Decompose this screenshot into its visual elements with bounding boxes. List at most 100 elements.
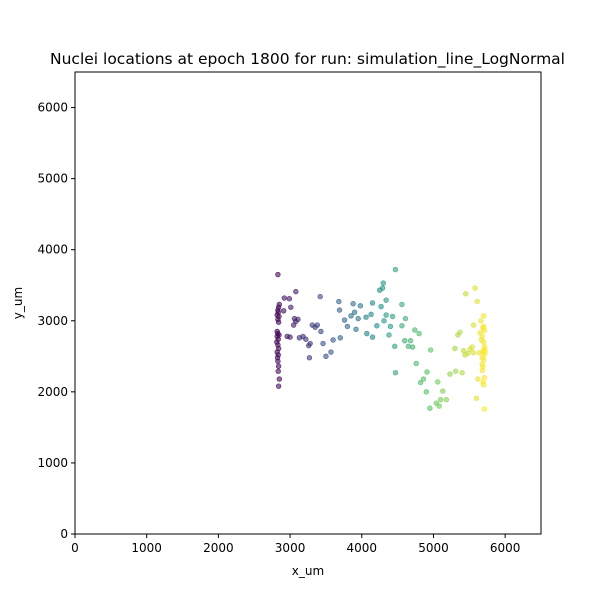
data-point xyxy=(470,322,477,328)
data-point xyxy=(275,368,281,374)
data-point xyxy=(275,271,281,278)
data-point xyxy=(318,328,324,335)
points-layer xyxy=(274,266,488,412)
data-point xyxy=(402,337,408,344)
data-point xyxy=(447,371,453,377)
data-point xyxy=(392,266,399,273)
data-point xyxy=(437,396,444,403)
data-point xyxy=(328,349,334,355)
data-point xyxy=(368,311,374,318)
x-tick-label: 1000 xyxy=(131,541,162,555)
data-point xyxy=(480,382,487,388)
data-point xyxy=(481,374,488,381)
data-point xyxy=(463,291,469,297)
data-point xyxy=(383,312,389,318)
y-axis-label: y_um xyxy=(11,287,25,319)
data-point xyxy=(303,336,309,342)
data-point xyxy=(413,360,419,367)
data-point xyxy=(350,301,356,307)
data-point xyxy=(480,364,486,370)
data-point xyxy=(399,301,405,308)
data-point xyxy=(465,350,471,357)
data-point xyxy=(353,326,359,332)
y-axis: 0 1000 2000 3000 4000 5000 6000 xyxy=(37,101,75,541)
data-point xyxy=(470,350,477,356)
data-point xyxy=(383,297,389,303)
data-point xyxy=(287,334,293,340)
data-point xyxy=(309,322,316,328)
data-point xyxy=(330,337,336,343)
data-point xyxy=(275,383,282,389)
data-point xyxy=(380,280,386,286)
data-point xyxy=(337,335,343,341)
y-tick-label: 6000 xyxy=(37,101,68,115)
data-point xyxy=(306,342,312,349)
data-point xyxy=(482,347,488,354)
data-point xyxy=(420,376,427,382)
x-tick-label: 3000 xyxy=(275,541,306,555)
y-tick-label: 5000 xyxy=(37,172,68,186)
data-point xyxy=(452,368,459,374)
data-point xyxy=(480,357,487,363)
data-point xyxy=(423,389,429,395)
y-tick-label: 3000 xyxy=(37,314,68,328)
data-point xyxy=(452,345,458,352)
data-point xyxy=(364,330,370,337)
data-point xyxy=(378,303,384,310)
data-point xyxy=(427,405,433,411)
data-point xyxy=(392,343,398,350)
data-point xyxy=(469,344,475,350)
data-point xyxy=(457,329,463,335)
data-point xyxy=(417,379,424,386)
data-point xyxy=(344,323,351,330)
data-point xyxy=(336,298,342,305)
data-point xyxy=(480,313,487,319)
data-point xyxy=(409,344,416,350)
x-tick-label: 4000 xyxy=(346,541,377,555)
data-point xyxy=(381,318,387,324)
data-point xyxy=(379,285,386,291)
data-point xyxy=(389,313,396,320)
data-point xyxy=(479,333,485,340)
data-point xyxy=(473,395,480,401)
x-axis: 0 1000 2000 3000 4000 5000 6000 xyxy=(71,534,520,555)
data-point xyxy=(478,318,484,324)
x-tick-label: 2000 xyxy=(203,541,234,555)
data-point xyxy=(436,403,442,409)
data-point xyxy=(341,317,348,323)
data-point xyxy=(355,315,361,322)
data-point xyxy=(387,323,394,330)
data-point xyxy=(276,376,283,382)
data-point xyxy=(405,343,412,350)
plot-frame xyxy=(74,71,542,535)
data-point xyxy=(351,309,358,315)
data-point xyxy=(374,323,380,329)
data-point xyxy=(275,363,282,369)
data-point xyxy=(306,355,313,361)
y-tick-label: 2000 xyxy=(37,385,68,399)
data-point xyxy=(472,285,478,291)
data-point xyxy=(392,369,399,376)
data-point xyxy=(386,332,392,338)
data-point xyxy=(474,298,480,305)
data-point xyxy=(363,314,369,320)
data-point xyxy=(275,319,282,325)
data-point xyxy=(412,327,418,333)
x-tick-label: 0 xyxy=(71,541,79,555)
data-point xyxy=(427,347,434,353)
data-point xyxy=(416,330,422,337)
data-point xyxy=(399,323,405,329)
data-point xyxy=(369,300,376,306)
chart-title: Nuclei locations at epoch 1800 for run: … xyxy=(50,50,565,69)
data-point xyxy=(281,295,288,301)
data-point xyxy=(435,379,441,385)
data-point xyxy=(286,296,293,302)
data-point xyxy=(288,304,294,310)
data-point xyxy=(317,293,323,300)
data-point xyxy=(293,288,299,295)
x-tick-label: 6000 xyxy=(490,541,521,555)
data-point xyxy=(369,334,376,340)
data-point xyxy=(323,353,329,360)
